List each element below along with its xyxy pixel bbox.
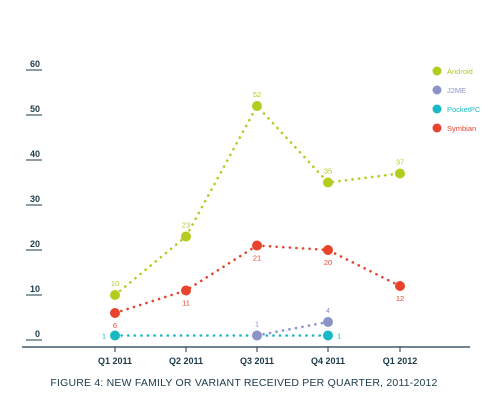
legend-label-symbian: Symbian	[447, 124, 476, 133]
data-label-symbian: 6	[113, 321, 117, 330]
legend-swatch-pocketpc	[432, 104, 442, 114]
data-label-android: 37	[396, 158, 404, 167]
data-point-symbian	[252, 240, 262, 251]
legend-swatch-j2me	[432, 85, 442, 95]
series-line-android	[113, 103, 402, 297]
series-symbian: 6 11 21 20 12	[110, 240, 405, 330]
series-line-j2me	[255, 320, 330, 337]
legend-label-android: Android	[447, 67, 473, 76]
legend-label-j2me: J2ME	[447, 86, 466, 95]
data-point-symbian	[323, 245, 333, 255]
y-tick-label: 40	[30, 149, 40, 159]
chart-title: FIGURE 4: NEW FAMILY OR VARIANT RECEIVED…	[50, 377, 437, 389]
y-tick-label: 10	[30, 284, 40, 294]
data-point-pocketpc	[323, 330, 333, 341]
y-tick-label: 50	[30, 104, 40, 114]
data-point-symbian	[181, 285, 191, 296]
data-label-j2me: 4	[326, 306, 330, 315]
x-tick-label: Q3 2011	[240, 356, 274, 366]
data-point-android	[395, 168, 405, 179]
y-tick-label: 0	[35, 329, 40, 339]
data-label-symbian: 20	[324, 258, 332, 267]
data-label-pocketpc: 1	[337, 332, 341, 341]
series-android: 10 23 52 35 37	[110, 90, 405, 300]
data-point-symbian	[110, 308, 120, 318]
data-point-android	[181, 231, 191, 242]
y-tick-label: 30	[30, 194, 40, 204]
data-point-j2me	[252, 330, 262, 341]
data-label-android: 23	[182, 221, 190, 230]
data-point-android	[323, 177, 333, 188]
data-label-symbian: 21	[253, 254, 261, 263]
y-tick-label: 20	[30, 239, 40, 249]
data-point-symbian	[395, 281, 405, 291]
data-label-j2me: 1	[255, 320, 259, 329]
data-point-j2me	[323, 317, 333, 327]
data-label-android: 52	[253, 90, 261, 99]
y-axis: 0 10 20 30 40 50 60	[26, 59, 42, 341]
data-point-pocketpc	[110, 330, 120, 341]
y-tick-label: 60	[30, 59, 40, 69]
data-label-pocketpc: 1	[102, 332, 106, 341]
series-j2me: 14	[252, 306, 333, 341]
legend-label-pocketpc: PocketPC	[447, 105, 481, 114]
x-axis: Q1 2011 Q2 2011 Q3 2011 Q4 2011 Q1 2012	[98, 347, 417, 366]
x-tick-label: Q1 2011	[98, 356, 132, 366]
legend: Android J2ME PocketPC Symbian	[432, 66, 481, 133]
legend-swatch-symbian	[432, 123, 442, 133]
data-label-android: 10	[111, 279, 119, 288]
data-point-android	[252, 101, 262, 111]
data-label-symbian: 12	[396, 294, 404, 303]
x-tick-label: Q4 2011	[311, 356, 345, 366]
x-tick-label: Q2 2011	[169, 356, 203, 366]
x-tick-label: Q1 2012	[383, 356, 418, 366]
data-label-symbian: 11	[182, 299, 190, 308]
data-label-android: 35	[324, 167, 332, 176]
data-point-android	[110, 290, 120, 300]
legend-swatch-android	[432, 66, 442, 76]
